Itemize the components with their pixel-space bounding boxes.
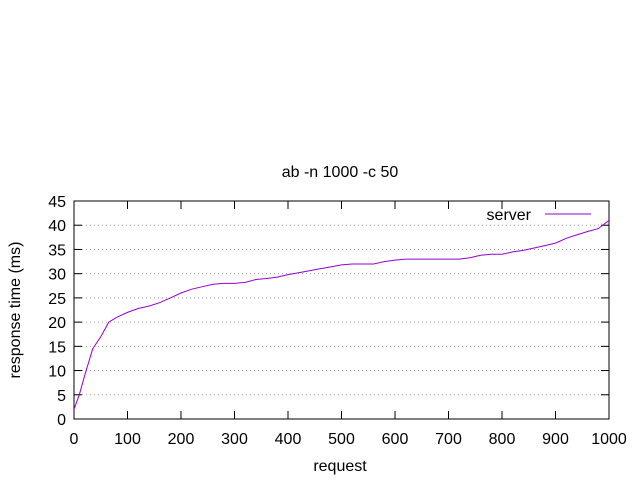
legend-label-server: server [487,207,532,224]
x-tick-label-700: 700 [435,431,462,448]
x-axis-title: request [313,458,367,475]
y-tick-label-15: 15 [48,339,66,356]
x-tick-label-500: 500 [328,431,355,448]
y-tick-label-0: 0 [57,412,66,429]
y-tick-label-10: 10 [48,364,66,381]
y-tick-label-35: 35 [48,242,66,259]
plot-frame [73,200,610,420]
x-tick-label-1000: 1000 [591,431,627,448]
x-tick-label-200: 200 [168,431,195,448]
axis-ticks [73,200,610,420]
x-tick-label-600: 600 [382,431,409,448]
grid-lines [74,224,609,396]
x-tick-label-0: 0 [70,431,79,448]
y-axis-title: response time (ms) [7,242,24,379]
y-tick-label-25: 25 [48,291,66,308]
series-line-server [73,220,610,410]
y-tick-label-40: 40 [48,218,66,235]
y-tick-label-45: 45 [48,194,66,211]
y-tick-label-30: 30 [48,267,66,284]
chart-title: ab -n 1000 -c 50 [282,164,399,181]
x-tick-label-900: 900 [542,431,569,448]
tick-labels: 0 5 10 15 20 25 30 35 40 45 0 100 200 300 400 500 600 700… [48,194,627,448]
x-tick-label-800: 800 [489,431,516,448]
x-tick-label-400: 400 [275,431,302,448]
x-tick-label-100: 100 [114,431,141,448]
y-tick-label-5: 5 [57,388,66,405]
x-tick-label-300: 300 [221,431,248,448]
y-tick-label-20: 20 [48,315,66,332]
